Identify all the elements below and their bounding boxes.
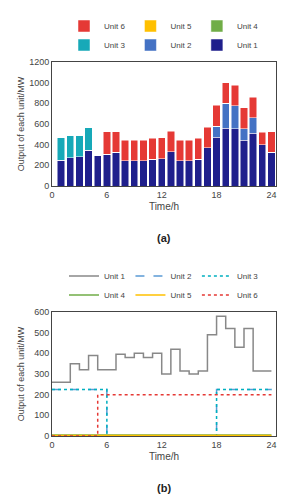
svg-text:Time/h: Time/h [149, 451, 179, 462]
svg-text:Unit 3: Unit 3 [104, 41, 125, 50]
svg-text:400: 400 [34, 140, 49, 150]
svg-text:0: 0 [49, 190, 54, 200]
svg-text:1000: 1000 [29, 78, 49, 88]
svg-text:6: 6 [104, 440, 109, 450]
svg-text:Unit 2: Unit 2 [170, 41, 191, 50]
svg-text:Unit 6: Unit 6 [237, 291, 258, 300]
svg-text:600: 600 [34, 119, 49, 129]
svg-text:100: 100 [34, 410, 49, 420]
svg-text:Unit 2: Unit 2 [170, 272, 191, 281]
svg-text:(a): (a) [157, 232, 171, 244]
svg-text:18: 18 [212, 440, 222, 450]
svg-text:Unit 4: Unit 4 [237, 22, 258, 31]
svg-text:0: 0 [44, 181, 49, 191]
svg-text:300: 300 [34, 369, 49, 379]
svg-text:6: 6 [104, 190, 109, 200]
svg-text:0: 0 [49, 440, 54, 450]
svg-text:12: 12 [157, 440, 167, 450]
svg-text:24: 24 [266, 190, 276, 200]
svg-text:Unit 1: Unit 1 [237, 41, 258, 50]
svg-text:Unit 1: Unit 1 [104, 272, 125, 281]
svg-text:800: 800 [34, 98, 49, 108]
svg-text:Unit 5: Unit 5 [170, 22, 191, 31]
svg-text:Unit 4: Unit 4 [104, 291, 125, 300]
svg-text:(b): (b) [157, 482, 171, 494]
svg-text:12: 12 [157, 190, 167, 200]
svg-text:24: 24 [266, 440, 276, 450]
svg-text:Time/h: Time/h [149, 201, 179, 212]
svg-text:Output of each unit/MW: Output of each unit/MW [16, 326, 26, 421]
svg-text:0: 0 [44, 431, 49, 441]
svg-text:Unit 6: Unit 6 [104, 22, 125, 31]
svg-text:200: 200 [34, 160, 49, 170]
svg-text:1200: 1200 [29, 57, 49, 67]
svg-text:Output of each unit/MW: Output of each unit/MW [16, 76, 26, 171]
svg-text:18: 18 [212, 190, 222, 200]
svg-text:400: 400 [34, 348, 49, 358]
svg-text:200: 200 [34, 390, 49, 400]
svg-text:600: 600 [34, 307, 49, 317]
svg-text:Unit 5: Unit 5 [170, 291, 191, 300]
svg-text:500: 500 [34, 328, 49, 338]
svg-text:Unit 3: Unit 3 [237, 272, 258, 281]
